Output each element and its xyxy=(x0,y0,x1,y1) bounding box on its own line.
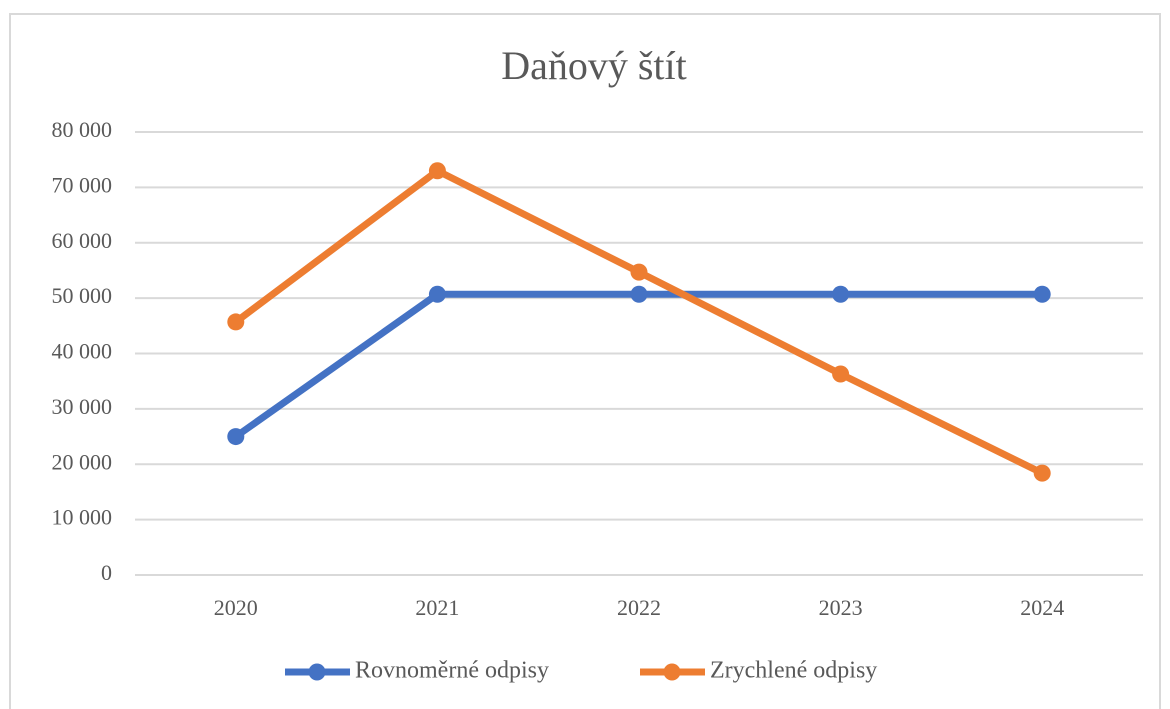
y-tick-label: 50 000 xyxy=(52,283,113,308)
data-point xyxy=(227,313,245,331)
y-tick-label: 10 000 xyxy=(52,505,113,530)
x-tick-label: 2021 xyxy=(415,595,459,620)
data-point xyxy=(1033,464,1051,482)
data-point xyxy=(630,263,648,281)
x-tick-label: 2020 xyxy=(214,595,258,620)
data-point xyxy=(832,285,850,303)
x-tick-label: 2024 xyxy=(1020,595,1064,620)
legend-marker xyxy=(663,663,681,681)
x-tick-label: 2022 xyxy=(617,595,661,620)
data-point xyxy=(428,285,446,303)
legend-label: Zrychlené odpisy xyxy=(710,658,877,684)
data-point xyxy=(630,285,648,303)
y-tick-label: 30 000 xyxy=(52,394,113,419)
legend-marker xyxy=(308,663,326,681)
y-tick-label: 20 000 xyxy=(52,449,113,474)
data-point xyxy=(1033,285,1051,303)
chart-title: Daňový štít xyxy=(501,43,687,88)
y-tick-label: 60 000 xyxy=(52,228,113,253)
x-tick-label: 2023 xyxy=(819,595,863,620)
y-tick-label: 70 000 xyxy=(52,172,113,197)
y-tick-label: 80 000 xyxy=(52,117,113,142)
chart-frame xyxy=(9,13,1161,709)
data-point xyxy=(428,162,446,180)
y-tick-label: 40 000 xyxy=(52,339,113,364)
y-tick-label: 0 xyxy=(101,560,112,585)
legend-label: Rovnoměrné odpisy xyxy=(355,658,549,684)
data-point xyxy=(832,365,850,383)
series-line xyxy=(233,167,1044,477)
data-point xyxy=(227,428,245,446)
